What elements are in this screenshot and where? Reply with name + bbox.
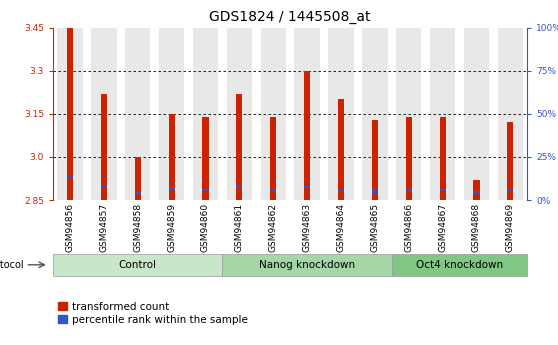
Bar <box>464 28 489 200</box>
Bar <box>227 28 252 200</box>
Bar <box>362 28 388 200</box>
Bar <box>261 28 286 200</box>
Text: Oct4 knockdown: Oct4 knockdown <box>416 260 503 270</box>
Bar <box>473 180 479 200</box>
Bar <box>338 190 344 192</box>
Legend: transformed count, percentile rank within the sample: transformed count, percentile rank withi… <box>58 302 248 325</box>
Bar <box>203 117 209 200</box>
Bar <box>372 120 378 200</box>
Bar <box>338 99 344 200</box>
Bar <box>406 117 412 200</box>
Bar <box>304 71 310 200</box>
Bar <box>396 28 421 200</box>
Bar <box>67 175 73 177</box>
Bar <box>53 254 223 276</box>
Bar <box>101 94 107 200</box>
Bar <box>159 28 184 200</box>
Text: Nanog knockdown: Nanog knockdown <box>259 260 355 270</box>
Bar <box>169 187 175 190</box>
Bar <box>270 189 276 191</box>
Bar <box>193 28 218 200</box>
Bar <box>270 117 276 200</box>
Bar <box>67 28 73 200</box>
Bar <box>203 189 209 191</box>
Bar <box>473 191 479 193</box>
Bar <box>223 254 392 276</box>
Bar <box>134 192 141 194</box>
Bar <box>392 254 527 276</box>
Bar <box>101 186 107 188</box>
Text: protocol: protocol <box>0 260 24 270</box>
Bar <box>328 28 354 200</box>
Bar <box>440 189 446 191</box>
Bar <box>125 28 151 200</box>
Bar <box>236 94 242 200</box>
Bar <box>91 28 117 200</box>
Bar <box>430 28 455 200</box>
Bar <box>134 157 141 200</box>
Bar <box>169 114 175 200</box>
Bar <box>295 28 320 200</box>
Bar <box>304 186 310 188</box>
Bar <box>57 28 83 200</box>
Bar <box>406 190 412 192</box>
Title: GDS1824 / 1445508_at: GDS1824 / 1445508_at <box>209 10 371 24</box>
Bar <box>498 28 523 200</box>
Bar <box>236 186 242 188</box>
Text: Control: Control <box>119 260 157 270</box>
Bar <box>440 117 446 200</box>
Bar <box>507 189 513 191</box>
Bar <box>507 122 513 200</box>
Bar <box>372 190 378 193</box>
